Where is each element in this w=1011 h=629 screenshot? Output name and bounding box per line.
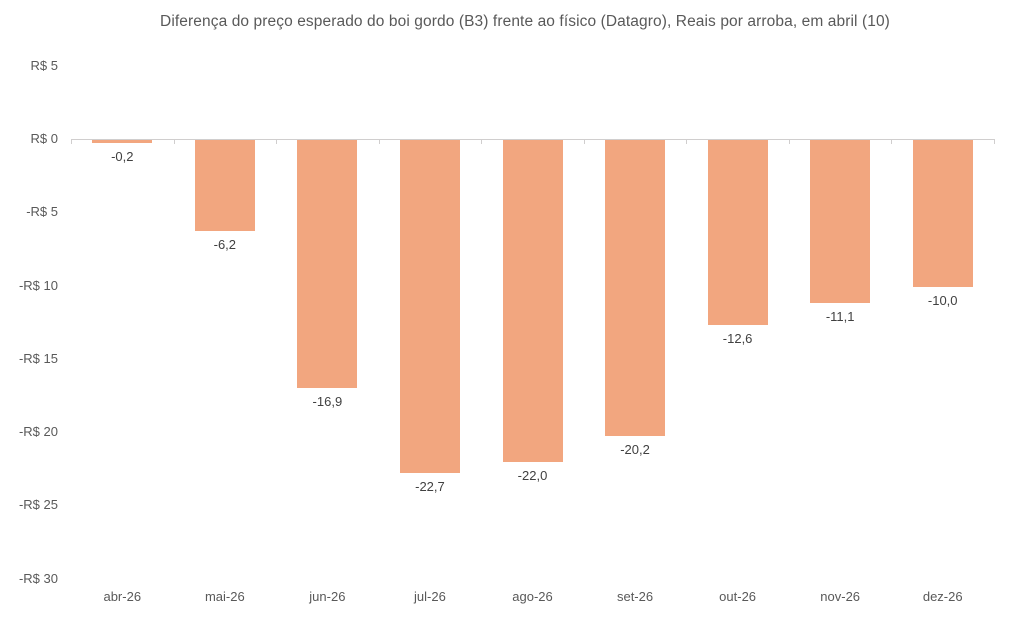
- bar-value-label: -12,6: [722, 331, 753, 346]
- x-axis-tick: [481, 139, 483, 144]
- bar-jun-26: [297, 140, 358, 388]
- x-axis-label: mai-26: [204, 589, 245, 604]
- bar-value-label: -10,0: [927, 293, 958, 308]
- x-axis-tick: [686, 139, 688, 144]
- y-axis-label: -R$ 25: [18, 497, 58, 513]
- x-axis-tick: [71, 139, 72, 144]
- y-axis-label: -R$ 10: [18, 277, 58, 293]
- y-axis-label: R$ 0: [30, 131, 58, 146]
- x-axis-label: out-26: [719, 589, 757, 604]
- x-axis-tick: [994, 139, 995, 144]
- x-axis-label: jul-26: [414, 589, 446, 604]
- chart-title: Diferença do preço esperado do boi gordo…: [160, 13, 890, 30]
- bar-jul-26: [399, 140, 460, 473]
- x-axis-tick: [378, 139, 380, 144]
- x-axis-label: ago-26: [512, 589, 553, 604]
- bar-mai-26: [194, 140, 255, 231]
- y-axis-label: -R$ 5: [26, 204, 58, 220]
- x-axis-tick: [788, 139, 790, 144]
- bar-set-26: [605, 140, 666, 436]
- x-axis-label: set-26: [616, 589, 654, 604]
- bar-value-label: -22,0: [517, 468, 548, 483]
- x-axis-label: jun-26: [309, 589, 346, 604]
- x-axis-tick: [276, 139, 278, 144]
- bar-value-label: -20,2: [620, 442, 650, 457]
- x-axis-line: [71, 139, 994, 140]
- bar-abr-26: [92, 140, 153, 143]
- x-axis-label: abr-26: [103, 589, 142, 604]
- bar-ago-26: [502, 140, 563, 462]
- bar-nov-26: [810, 140, 871, 303]
- bar-value-label: -16,9: [312, 394, 343, 409]
- x-axis-tick: [891, 139, 893, 144]
- bar-out-26: [707, 140, 768, 325]
- bar-dez-26: [912, 140, 973, 287]
- y-axis-label: -R$ 15: [18, 350, 58, 366]
- y-axis-label: -R$ 20: [18, 424, 58, 440]
- bar-value-label: -11,1: [825, 309, 855, 324]
- bar-value-label: -0,2: [111, 149, 134, 164]
- bar-value-label: -6,2: [213, 237, 237, 252]
- x-axis-label: nov-26: [820, 589, 861, 604]
- y-axis-label: -R$ 30: [18, 570, 58, 586]
- x-axis-tick: [583, 139, 585, 144]
- y-axis-label: R$ 5: [30, 57, 58, 73]
- x-axis-tick: [173, 139, 175, 144]
- bar-value-label: -22,7: [415, 479, 445, 494]
- x-axis-label: dez-26: [922, 589, 963, 604]
